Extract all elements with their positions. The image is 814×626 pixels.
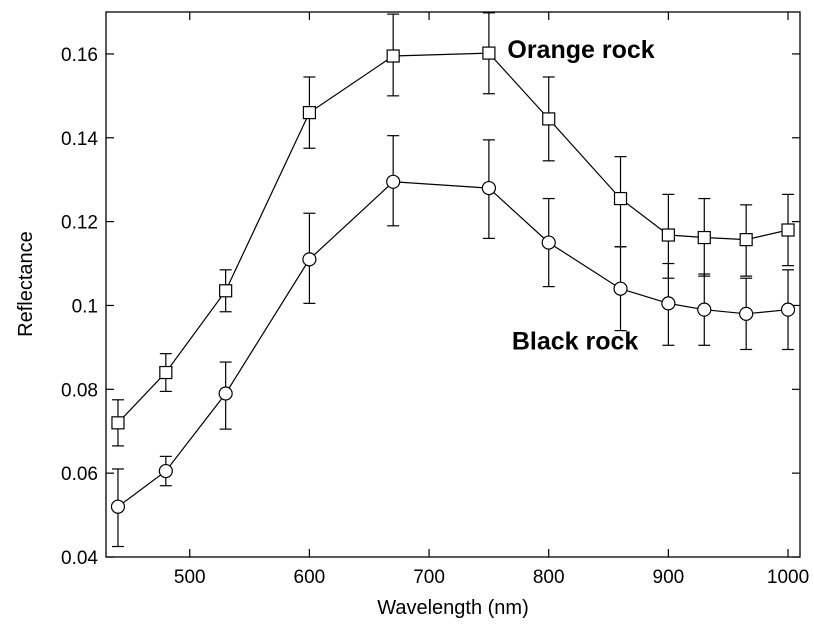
x-tick-label: 600 [294, 567, 326, 588]
data-point [302, 106, 317, 120]
x-tick-label: 800 [533, 567, 565, 588]
data-point [697, 230, 711, 245]
y-tick-label: 0.08 [61, 380, 98, 401]
data-point [111, 416, 125, 430]
data-point [386, 174, 401, 189]
series-circle [110, 135, 796, 548]
data-point [613, 281, 628, 296]
data-point [302, 252, 317, 267]
x-axis-label: Wavelength (nm) [377, 597, 529, 619]
x-axis: 500 600 700 800 900 1000 [174, 12, 809, 588]
x-tick-label: 500 [174, 567, 206, 588]
y-tick-label: 0.06 [61, 464, 98, 485]
y-axis: 0.04 0.06 0.08 0.1 0.12 0.14 0.16 [61, 45, 800, 569]
y-tick-label: 0.16 [61, 45, 98, 66]
x-tick-label: 700 [413, 567, 445, 588]
data-point [481, 180, 496, 196]
data-point [661, 296, 676, 311]
data-point [739, 233, 753, 247]
data-point [613, 191, 628, 206]
y-tick-label: 0.1 [72, 296, 98, 317]
data-point [482, 46, 496, 60]
data-point [218, 386, 233, 401]
data-point [780, 302, 796, 317]
data-point [661, 228, 675, 242]
chart-annotation: Orange rock [507, 36, 654, 64]
series-layer [110, 12, 796, 548]
y-tick-label: 0.12 [61, 213, 98, 234]
data-point [158, 463, 173, 479]
y-tick-label: 0.14 [61, 129, 98, 150]
series-square [111, 12, 795, 447]
y-tick-label: 0.04 [61, 548, 98, 569]
data-point [739, 306, 754, 321]
plot-area [105, 11, 801, 558]
annotation-layer: Orange rock Black rock [507, 36, 654, 355]
series-line [117, 52, 789, 424]
data-point [781, 223, 795, 237]
data-point [541, 235, 556, 250]
data-point [542, 112, 556, 126]
y-axis-label: Reflectance [15, 231, 37, 337]
x-tick-label: 1000 [767, 567, 809, 588]
data-point [386, 49, 400, 63]
data-point [110, 499, 126, 514]
chart-annotation: Black rock [512, 327, 639, 355]
x-tick-label: 900 [653, 567, 685, 588]
data-point [697, 302, 712, 317]
data-point [219, 284, 233, 298]
data-point [159, 365, 173, 380]
